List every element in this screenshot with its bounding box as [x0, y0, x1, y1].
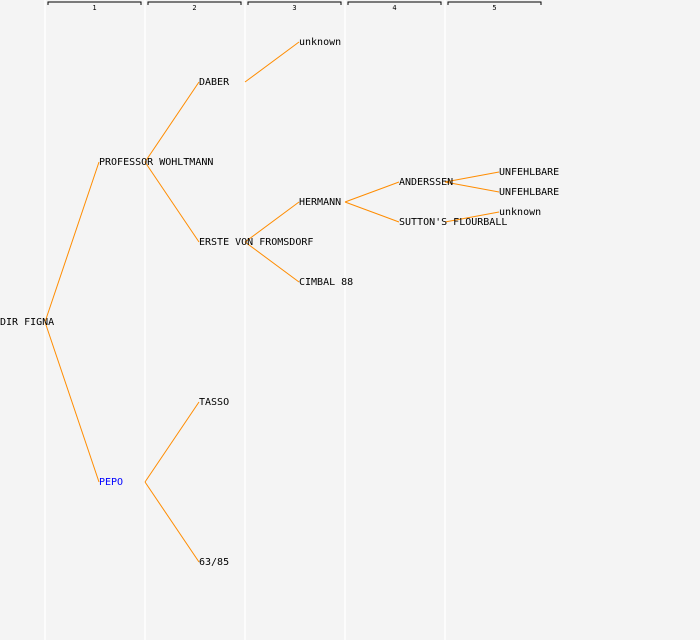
horse-name: SUTTON'S FLOURBALL: [399, 217, 507, 228]
horse-name: HERMANN: [299, 197, 341, 208]
pedigree-link: [44, 321, 100, 483]
pedigree-link: [44, 161, 100, 323]
horse-name: PEPO: [99, 477, 123, 488]
horse-name: ERSTE VON FROMSDORF: [199, 237, 313, 248]
horse-name: 63/85: [199, 557, 229, 568]
pedigree-link: [344, 181, 400, 203]
horse-name: UNFEHLBARE: [499, 167, 559, 178]
horse-name: DIR FIGNA: [0, 317, 54, 328]
pedigree-link: [244, 201, 300, 243]
column-number: 2: [192, 4, 196, 12]
horse-name: ANDERSSEN: [399, 177, 453, 188]
column-bracket: [347, 1, 442, 5]
pedigree-link: [144, 401, 200, 483]
pedigree-link: [244, 241, 300, 283]
column-number: 1: [92, 4, 96, 12]
column-bracket: [147, 1, 242, 5]
column-number: 4: [392, 4, 396, 12]
horse-name: CIMBAL 88: [299, 277, 353, 288]
column-bracket: [247, 1, 342, 5]
horse-name: TASSO: [199, 397, 229, 408]
horse-name: unknown: [499, 207, 541, 218]
horse-name: PROFESSOR WOHLTMANN: [99, 157, 213, 168]
horse-name: UNFEHLBARE: [499, 187, 559, 198]
pedigree-link: [144, 481, 200, 563]
column-number: 5: [492, 4, 496, 12]
column-bracket: [47, 1, 142, 5]
pedigree-link: [244, 41, 300, 83]
pedigree-link: [444, 171, 500, 183]
pedigree-link: [444, 211, 500, 223]
column-number: 3: [292, 4, 296, 12]
horse-name: DABER: [199, 77, 230, 88]
pedigree-link: [444, 181, 500, 193]
pedigree-link: [344, 201, 400, 223]
column-bracket: [447, 1, 542, 5]
pedigree-link: [144, 81, 200, 163]
pedigree-link: [144, 161, 200, 243]
horse-name: unknown: [299, 37, 341, 48]
